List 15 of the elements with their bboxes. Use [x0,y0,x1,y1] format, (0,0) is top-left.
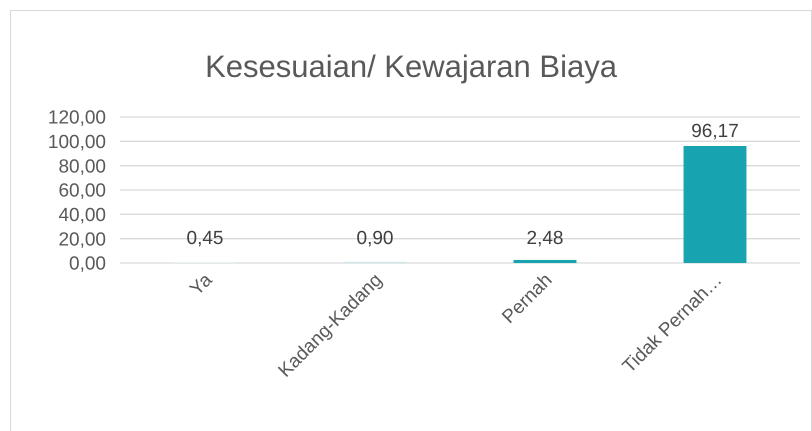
y-tick-label: 40,00 [58,204,106,226]
y-tick-label: 20,00 [58,229,106,250]
bar [514,260,576,263]
data-label: 96,17 [691,120,739,142]
bar [684,146,746,263]
chart-title: Kesesuaian/ Kewajaran Biaya [205,49,618,84]
y-tick-label: 80,00 [58,156,106,178]
y-tick-label: 0,00 [69,254,106,275]
y-tick-label: 120,00 [48,108,106,129]
data-label: 0,90 [356,228,394,249]
data-label: 2,48 [526,228,564,249]
data-label: 0,45 [186,228,224,249]
y-tick-label: 100,00 [48,132,106,153]
y-tick-label: 60,00 [58,180,106,202]
x-tick-label: Ya [186,269,217,300]
